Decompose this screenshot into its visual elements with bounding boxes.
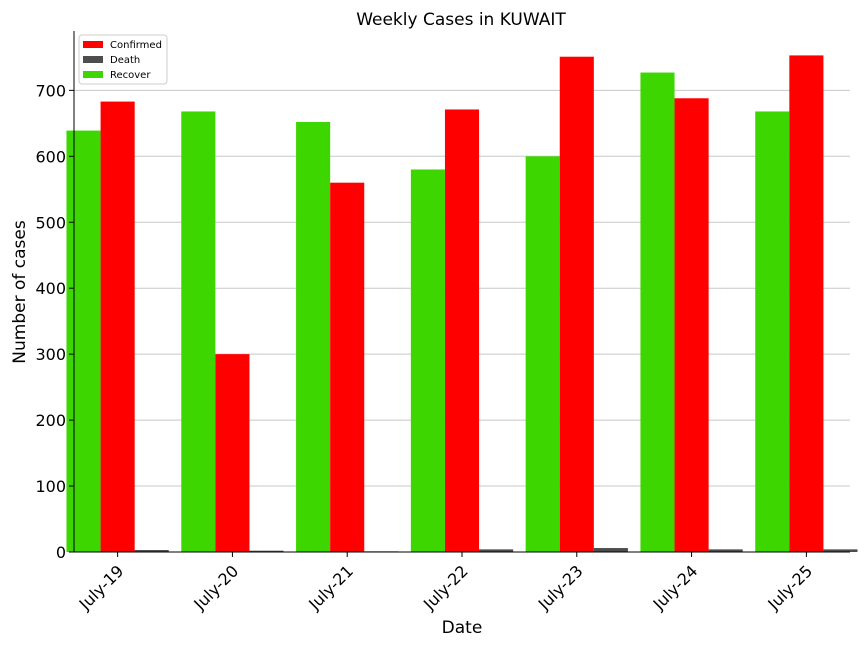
bar-death-july-24 xyxy=(708,549,743,552)
bar-death-july-19 xyxy=(134,550,169,552)
legend-label-death: Death xyxy=(110,55,140,66)
bar-death-july-23 xyxy=(593,548,628,552)
y-tick-label: 700 xyxy=(35,81,66,100)
x-tick-label: July-21 xyxy=(304,561,357,614)
x-axis-label: Date xyxy=(442,618,483,638)
x-tick-label: July-24 xyxy=(649,561,702,614)
bar-recover-july-24 xyxy=(640,72,675,553)
bar-recover-july-22 xyxy=(410,169,445,553)
y-tick-label: 300 xyxy=(35,345,66,364)
y-tick-label: 600 xyxy=(35,147,66,166)
bar-confirmed-july-21 xyxy=(330,182,365,553)
x-tick-label: July-23 xyxy=(534,561,587,614)
bar-death-july-22 xyxy=(479,549,514,552)
chart-title: Weekly Cases in KUWAIT xyxy=(356,10,566,30)
y-tick-label: 400 xyxy=(35,279,66,298)
y-ticks: 0 100 200 300 400 500 600 700 xyxy=(35,81,74,562)
x-tick-label: July-19 xyxy=(75,561,128,614)
legend-label-recover: Recover xyxy=(110,70,151,81)
legend-swatch-confirmed xyxy=(83,41,103,48)
bar-recover-july-19 xyxy=(66,130,101,552)
bar-confirmed-july-25 xyxy=(789,55,824,552)
y-tick-label: 100 xyxy=(35,477,66,496)
bar-confirmed-july-19 xyxy=(100,101,135,552)
bar-death-july-20 xyxy=(249,550,284,552)
x-tick-label: July-20 xyxy=(189,561,242,614)
y-tick-label: 0 xyxy=(56,543,66,562)
legend-swatch-death xyxy=(83,56,103,63)
bar-recover-july-21 xyxy=(296,122,331,552)
legend-label-confirmed: Confirmed xyxy=(110,40,162,51)
x-tick-label: July-25 xyxy=(763,561,816,614)
bar-confirmed-july-20 xyxy=(215,354,250,552)
bar-confirmed-july-24 xyxy=(674,98,709,552)
bar-confirmed-july-22 xyxy=(444,109,480,553)
y-tick-label: 500 xyxy=(35,213,66,232)
x-tick-label: July-22 xyxy=(419,561,472,614)
legend: Confirmed Death Recover xyxy=(78,34,168,85)
y-axis-label: Number of cases xyxy=(10,220,30,364)
bar-death-july-25 xyxy=(823,549,858,552)
bar-recover-july-23 xyxy=(525,156,560,552)
y-tick-label: 200 xyxy=(35,411,66,430)
legend-swatch-recover xyxy=(83,71,103,78)
bar-recover-july-25 xyxy=(755,111,790,553)
bars xyxy=(66,55,858,553)
x-ticks: July-19 July-20 July-21 July-22 July-23 July-… xyxy=(75,552,816,614)
bar-confirmed-july-23 xyxy=(559,56,594,553)
bar-recover-july-20 xyxy=(181,111,216,553)
